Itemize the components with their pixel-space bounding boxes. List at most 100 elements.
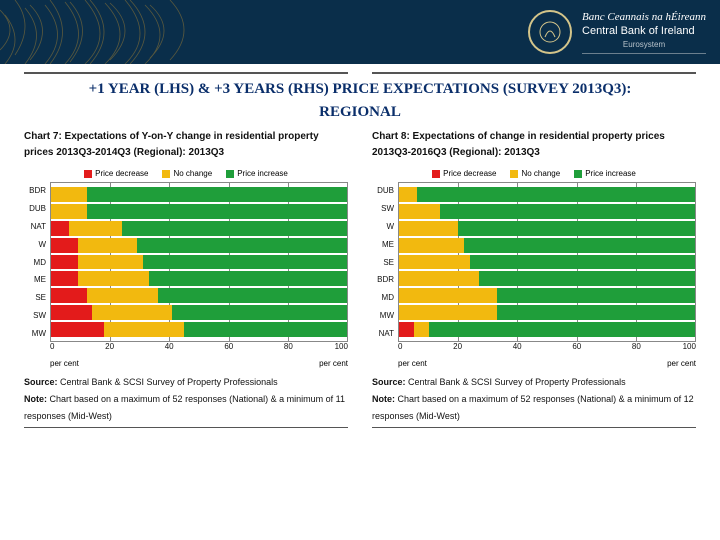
bar-row [51,203,347,220]
bar-segment-nochange [399,288,497,303]
bar-segment-nochange [87,288,158,303]
chart7: Chart 7: Expectations of Y-on-Y change i… [24,129,348,425]
bar-segment-increase [143,255,347,270]
bar-row [399,270,695,287]
page-title: +1 YEAR (LHS) & +3 YEARS (RHS) PRICE EXP… [24,78,696,123]
legend-label: Price increase [585,169,636,178]
x-tick-label: 20 [80,342,140,351]
bar-row [399,220,695,237]
top-rules [24,72,696,74]
y-tick-label: DUB [24,200,46,218]
chart-source: Source: Central Bank & SCSI Survey of Pr… [372,374,696,391]
x-tick-label: 100 [666,342,696,351]
chart-legend: Price decrease No change Price increase [24,169,348,178]
legend-item-decrease: Price decrease [84,169,148,178]
y-axis-labels: BDRDUBNATWMDMESESWMW [24,182,50,342]
bank-seal-icon [528,10,572,54]
y-tick-label: MW [372,306,394,324]
content: +1 YEAR (LHS) & +3 YEARS (RHS) PRICE EXP… [0,64,720,425]
bank-name-ga: Banc Ceannais na hÉireann [582,10,706,24]
bar-segment-nochange [414,322,429,337]
bar-segment-increase [87,204,347,219]
bar-segment-increase [149,271,347,286]
bar-segment-decrease [399,322,414,337]
y-axis-labels: DUBSWWMESEBDRMDMWNAT [372,182,398,342]
chart-meta: Source: Central Bank & SCSI Survey of Pr… [372,374,696,425]
x-tick-label: 60 [547,342,607,351]
bar-row [51,321,347,338]
bar-row [51,254,347,271]
bar-segment-increase [417,187,695,202]
y-tick-label: ME [24,271,46,289]
bar-row [399,304,695,321]
bar-segment-decrease [51,255,78,270]
bar-segment-nochange [399,187,417,202]
x-axis-labels: per cent per cent [50,359,348,368]
bar-segment-increase [497,288,695,303]
bar-segment-nochange [399,221,458,236]
bar-segment-increase [458,221,695,236]
banner-ornament [0,0,200,64]
bar-segment-decrease [51,288,87,303]
bar-segment-nochange [69,221,122,236]
bar-segment-increase [158,288,347,303]
xlabel-right: per cent [319,359,348,368]
bar-segment-nochange [399,255,470,270]
legend-label: No change [521,169,560,178]
bars-container [399,183,695,341]
bar-segment-increase [440,204,695,219]
chart8: Chart 8: Expectations of change in resid… [372,129,696,425]
bar-row [51,287,347,304]
legend-label: No change [173,169,212,178]
bar-segment-increase [172,305,347,320]
y-tick-label: BDR [24,182,46,200]
legend-item-nochange: No change [510,169,560,178]
x-axis-labels: per centper cent [398,359,696,368]
bar-segment-nochange [51,204,87,219]
y-tick-label: MD [24,253,46,271]
y-tick-label: SW [372,200,394,218]
bar-segment-increase [464,238,695,253]
bar-row [399,186,695,203]
plot-area [50,182,348,342]
chart-note: Note: Chart based on a maximum of 52 res… [24,391,348,425]
legend-label: Price increase [237,169,288,178]
y-tick-label: DUB [372,182,394,200]
legend-swatch [574,170,582,178]
bar-segment-nochange [78,238,137,253]
bar-row [399,254,695,271]
x-tick-label: 40 [487,342,547,351]
bar-segment-nochange [399,305,497,320]
x-tick-label: 20 [428,342,488,351]
footer-rules [0,427,720,428]
bar-row [399,203,695,220]
bar-segment-nochange [399,238,464,253]
plot-wrap: DUBSWWMESEBDRMDMWNAT [372,182,696,342]
bar-row [51,186,347,203]
xlabel-right: per cent [667,359,696,368]
bank-title: Banc Ceannais na hÉireann Central Bank o… [582,10,706,55]
plot-area [398,182,696,342]
y-tick-label: SE [372,253,394,271]
banner-right: Banc Ceannais na hÉireann Central Bank o… [528,10,720,55]
bar-row [51,220,347,237]
legend-swatch [162,170,170,178]
chart-title: Chart 8: Expectations of change in resid… [372,129,696,165]
bar-segment-decrease [51,238,78,253]
y-tick-label: W [24,235,46,253]
bar-segment-nochange [399,271,479,286]
bar-row [51,304,347,321]
x-tick-label: 100 [318,342,348,351]
chart-title: Chart 7: Expectations of Y-on-Y change i… [24,129,348,165]
bar-segment-decrease [51,271,78,286]
legend-label: Price decrease [443,169,496,178]
bars-container [51,183,347,341]
x-axis: 020406080100 [50,342,348,351]
bar-segment-decrease [51,322,104,337]
xlabel-left: per cent [50,359,79,368]
bar-segment-nochange [104,322,184,337]
y-tick-label: ME [372,235,394,253]
title-line2: REGIONAL [319,104,401,120]
legend-item-increase: Price increase [226,169,288,178]
chart-legend: Price decrease No change Price increase [372,169,696,178]
